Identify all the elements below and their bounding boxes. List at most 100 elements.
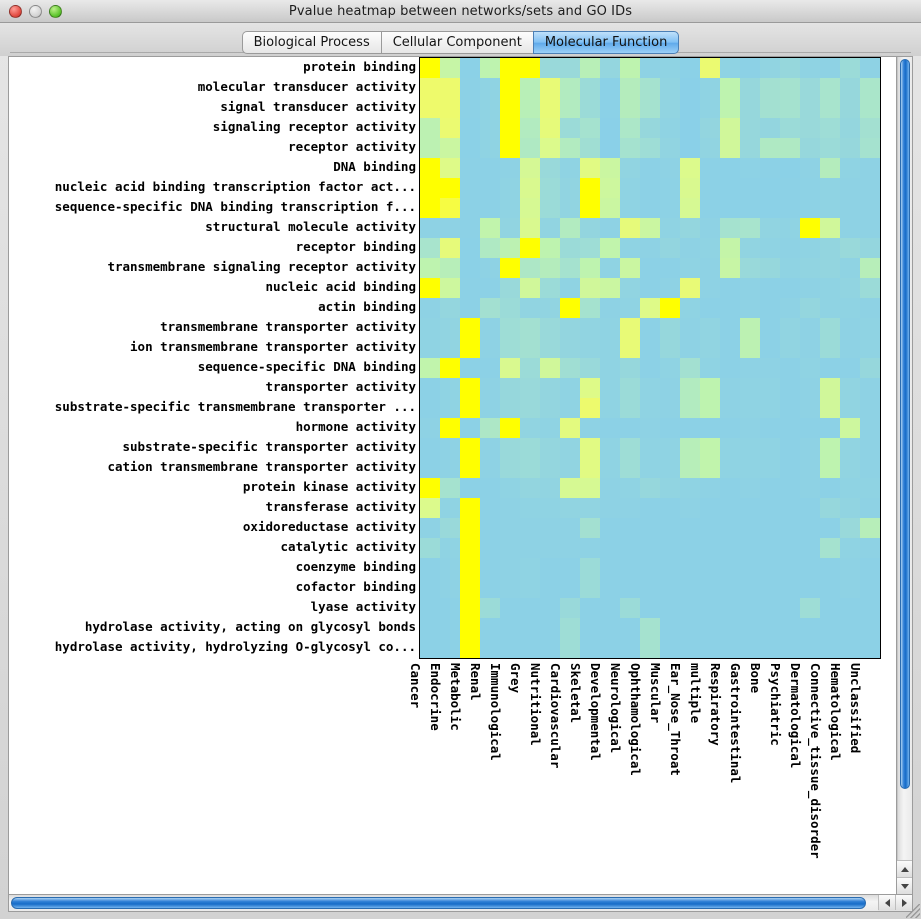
heatmap-cell[interactable] (780, 218, 800, 238)
heatmap-cell[interactable] (580, 638, 600, 658)
heatmap-cell[interactable] (740, 438, 760, 458)
heatmap-cell[interactable] (820, 438, 840, 458)
heatmap-cell[interactable] (480, 618, 500, 638)
heatmap-cell[interactable] (540, 118, 560, 138)
heatmap-cell[interactable] (580, 278, 600, 298)
heatmap-cell[interactable] (480, 318, 500, 338)
heatmap-cell[interactable] (760, 118, 780, 138)
heatmap-cell[interactable] (700, 458, 720, 478)
heatmap-cell[interactable] (860, 138, 880, 158)
heatmap-cell[interactable] (620, 398, 640, 418)
heatmap-cell[interactable] (680, 78, 700, 98)
heatmap-cell[interactable] (720, 518, 740, 538)
heatmap-cell[interactable] (720, 298, 740, 318)
heatmap-cell[interactable] (780, 398, 800, 418)
heatmap-cell[interactable] (500, 558, 520, 578)
heatmap-cell[interactable] (440, 398, 460, 418)
heatmap-cell[interactable] (740, 318, 760, 338)
heatmap-cell[interactable] (740, 638, 760, 658)
heatmap-cell[interactable] (800, 558, 820, 578)
heatmap-cell[interactable] (800, 98, 820, 118)
heatmap-cell[interactable] (700, 598, 720, 618)
heatmap-cell[interactable] (440, 278, 460, 298)
heatmap-cell[interactable] (500, 598, 520, 618)
heatmap-cell[interactable] (700, 518, 720, 538)
heatmap-cell[interactable] (500, 538, 520, 558)
heatmap-cell[interactable] (600, 358, 620, 378)
heatmap-cell[interactable] (420, 58, 440, 78)
heatmap-cell[interactable] (800, 298, 820, 318)
heatmap-cell[interactable] (620, 78, 640, 98)
heatmap-cell[interactable] (440, 338, 460, 358)
heatmap-cell[interactable] (820, 178, 840, 198)
heatmap-cell[interactable] (540, 318, 560, 338)
heatmap-cell[interactable] (660, 358, 680, 378)
heatmap-cell[interactable] (700, 318, 720, 338)
heatmap-cell[interactable] (440, 158, 460, 178)
heatmap-cell[interactable] (460, 418, 480, 438)
heatmap-cell[interactable] (460, 118, 480, 138)
heatmap-cell[interactable] (680, 218, 700, 238)
heatmap-cell[interactable] (480, 358, 500, 378)
heatmap-cell[interactable] (480, 258, 500, 278)
heatmap-cell[interactable] (760, 378, 780, 398)
heatmap-cell[interactable] (860, 298, 880, 318)
heatmap-cell[interactable] (720, 138, 740, 158)
heatmap-cell[interactable] (720, 558, 740, 578)
heatmap-cell[interactable] (500, 518, 520, 538)
heatmap-cell[interactable] (440, 538, 460, 558)
heatmap-cell[interactable] (700, 478, 720, 498)
heatmap-cell[interactable] (520, 578, 540, 598)
heatmap-cell[interactable] (640, 558, 660, 578)
heatmap-cell[interactable] (640, 238, 660, 258)
heatmap-cell[interactable] (680, 478, 700, 498)
heatmap-cell[interactable] (800, 518, 820, 538)
heatmap-cell[interactable] (740, 478, 760, 498)
heatmap-cell[interactable] (780, 598, 800, 618)
heatmap-cell[interactable] (520, 538, 540, 558)
heatmap-cell[interactable] (440, 298, 460, 318)
heatmap-cell[interactable] (680, 438, 700, 458)
heatmap-cell[interactable] (540, 378, 560, 398)
heatmap-cell[interactable] (440, 258, 460, 278)
heatmap-cell[interactable] (840, 238, 860, 258)
heatmap-cell[interactable] (420, 118, 440, 138)
heatmap-cell[interactable] (840, 498, 860, 518)
heatmap-cell[interactable] (840, 418, 860, 438)
heatmap-cell[interactable] (520, 618, 540, 638)
heatmap-cell[interactable] (680, 498, 700, 518)
heatmap-cell[interactable] (740, 558, 760, 578)
heatmap-cell[interactable] (740, 198, 760, 218)
heatmap-cell[interactable] (840, 178, 860, 198)
heatmap-cell[interactable] (700, 98, 720, 118)
heatmap-cell[interactable] (560, 198, 580, 218)
heatmap-cell[interactable] (480, 338, 500, 358)
heatmap-cell[interactable] (600, 78, 620, 98)
heatmap-cell[interactable] (620, 558, 640, 578)
heatmap-cell[interactable] (680, 138, 700, 158)
heatmap-cell[interactable] (520, 98, 540, 118)
scroll-up-button[interactable] (897, 860, 912, 877)
heatmap-cell[interactable] (720, 218, 740, 238)
heatmap-cell[interactable] (580, 598, 600, 618)
heatmap-cell[interactable] (420, 578, 440, 598)
heatmap-cell[interactable] (800, 638, 820, 658)
heatmap-cell[interactable] (720, 358, 740, 378)
heatmap-cell[interactable] (420, 398, 440, 418)
heatmap-cell[interactable] (500, 478, 520, 498)
heatmap-cell[interactable] (820, 238, 840, 258)
heatmap-cell[interactable] (780, 198, 800, 218)
heatmap-cell[interactable] (620, 458, 640, 478)
heatmap-cell[interactable] (620, 618, 640, 638)
heatmap-cell[interactable] (540, 138, 560, 158)
heatmap-cell[interactable] (460, 398, 480, 418)
heatmap-cell[interactable] (420, 138, 440, 158)
heatmap-cell[interactable] (460, 598, 480, 618)
heatmap-cell[interactable] (600, 338, 620, 358)
heatmap-cell[interactable] (460, 458, 480, 478)
heatmap-cell[interactable] (440, 638, 460, 658)
heatmap-cell[interactable] (460, 358, 480, 378)
heatmap-cell[interactable] (860, 98, 880, 118)
heatmap-cell[interactable] (760, 78, 780, 98)
heatmap-cell[interactable] (640, 298, 660, 318)
